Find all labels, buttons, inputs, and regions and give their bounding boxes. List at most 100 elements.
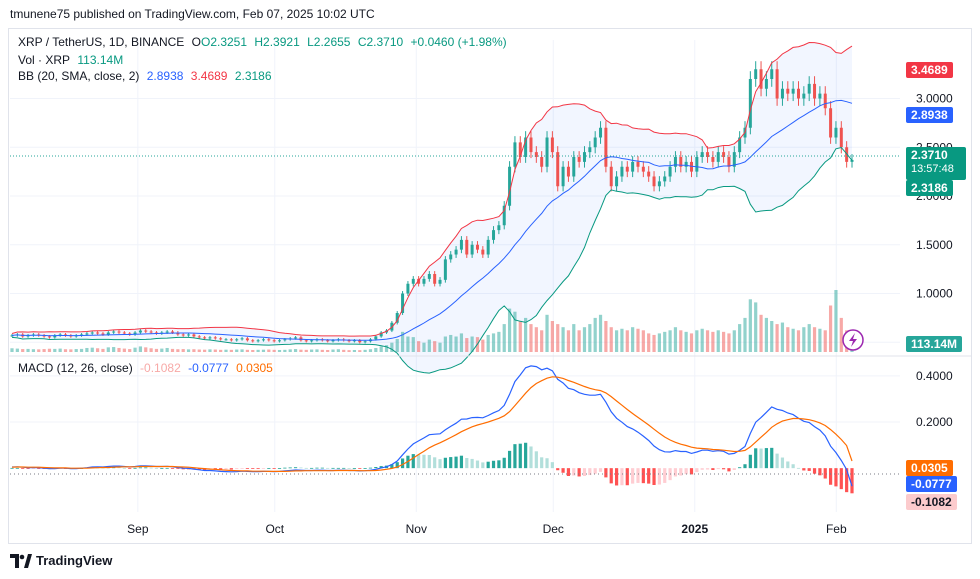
volume-label[interactable]: Vol · XRP (18, 53, 71, 67)
candle-body (379, 332, 383, 337)
volume-bar (186, 349, 191, 352)
volume-bar (288, 349, 292, 352)
volume-legend: Vol · XRP 113.14M (18, 53, 127, 67)
volume-bar (267, 349, 271, 352)
macd-hist-bar (566, 468, 571, 476)
candle-body (845, 147, 849, 162)
candle-body (117, 331, 121, 333)
macd-hist-bar (272, 468, 276, 469)
volume-bar (379, 346, 383, 352)
candle-body (492, 230, 496, 240)
macd-hist-bar (684, 468, 688, 475)
candle-body (171, 331, 175, 333)
candle-body (631, 161, 635, 172)
macd-hist-bar (764, 448, 768, 469)
volume-bar (224, 349, 228, 352)
macd-hist-bar (550, 462, 554, 469)
candle-body (449, 254, 453, 260)
macd-hist-bar (395, 462, 399, 469)
candle-body (256, 340, 260, 342)
price-tag-value: 2.3710 (911, 148, 948, 162)
macd-legend: MACD (12, 26, close) -0.1082 -0.0777 0.0… (18, 361, 277, 375)
candle-body (647, 171, 651, 177)
candle-body (513, 142, 517, 167)
macd-label[interactable]: MACD (12, 26, close) (18, 361, 133, 375)
macd-hist-bar (796, 467, 801, 469)
candle-body (154, 332, 158, 334)
symbol-title[interactable]: XRP / TetherUS, 1D, BINANCE (18, 35, 185, 49)
volume-bar (374, 347, 378, 352)
macd-hist-bar (545, 458, 549, 469)
macd-hist-bar (347, 468, 351, 469)
macd-hist-bar (288, 467, 292, 469)
candle-body (636, 161, 640, 167)
bb-label[interactable]: BB (20, SMA, close, 2) (18, 69, 140, 83)
footer-brand-label: TradingView (36, 553, 113, 568)
volume-bar (144, 347, 148, 352)
macd-hist-bar (839, 468, 843, 490)
macd-hist-bar (556, 468, 560, 471)
volume-bar (251, 349, 255, 352)
macd-line-value: -0.0777 (188, 361, 229, 375)
volume-bar (154, 348, 159, 352)
volume-bar (818, 328, 822, 352)
volume-bar (641, 330, 645, 352)
volume-bar (636, 328, 640, 352)
volume-bar (165, 347, 169, 352)
volume-bar (53, 348, 57, 352)
volume-bar (69, 349, 73, 352)
macd-hist-bar (609, 468, 613, 484)
candle-body (577, 157, 581, 162)
candle-body (604, 127, 608, 167)
candle-body (245, 338, 249, 341)
volume-bar (620, 328, 624, 352)
macd-hist-bar (165, 467, 169, 469)
volume-bar (684, 331, 688, 352)
macd-hist-bar (293, 467, 298, 469)
volume-bar (454, 336, 458, 352)
footer-brand[interactable]: TradingView (10, 553, 112, 568)
volume-bar (272, 349, 276, 352)
candle-body (791, 88, 795, 94)
macd-hist-bar (845, 468, 849, 493)
volume-bar (213, 349, 217, 352)
macd-hist-bar (620, 468, 624, 486)
macd-hist-bar (465, 458, 469, 469)
candle-body (475, 244, 479, 250)
volume-bar (101, 348, 105, 352)
candle-body (759, 69, 763, 89)
candle-body (775, 69, 779, 99)
volume-bar (802, 327, 806, 352)
macd-hist-bar (657, 468, 661, 485)
low-value: L2.2655 (307, 35, 351, 49)
signal-line (11, 376, 853, 472)
bb-lower-value: 2.3186 (234, 69, 272, 83)
candle-body (149, 331, 153, 333)
bb-mid-tag: 2.8938 (906, 107, 953, 123)
macd-hist-bar (331, 467, 335, 469)
candle-body (133, 332, 137, 335)
candle-body (754, 69, 758, 79)
macd-hist-bar (144, 467, 148, 469)
macd-hist-bar (320, 467, 324, 469)
volume-bar (716, 330, 720, 352)
candle-body (823, 93, 827, 109)
volume-bar (518, 321, 522, 352)
candle-body (53, 335, 57, 338)
bollinger-band-fill (12, 42, 852, 374)
candle-body (716, 152, 720, 162)
volume-bar (122, 348, 126, 352)
candle-body (26, 335, 30, 337)
chart-frame (8, 28, 972, 544)
macd-hist-bar (641, 468, 645, 484)
macd-hist-bar (15, 467, 19, 469)
volume-bar (96, 348, 100, 352)
candle-body (556, 152, 560, 187)
volume-bar (507, 308, 512, 352)
macd-hist-bar (117, 467, 121, 469)
macd-hist-bar (780, 457, 785, 469)
volume-bar (796, 330, 801, 352)
macd-hist-bar (823, 468, 827, 479)
candle-body (47, 336, 51, 338)
